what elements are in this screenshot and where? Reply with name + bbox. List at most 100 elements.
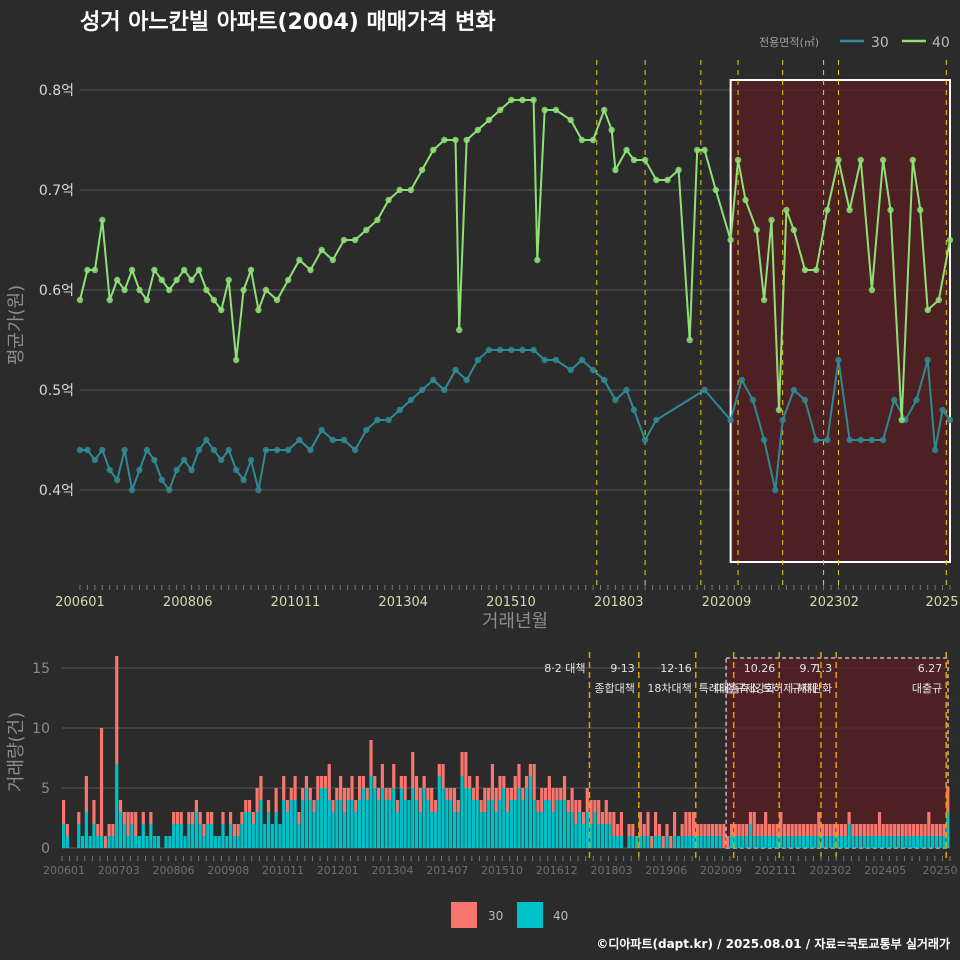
volume-bar-30 bbox=[802, 836, 806, 848]
volume-bar-40 bbox=[555, 788, 559, 800]
volume-bar-40 bbox=[748, 812, 753, 824]
volume-bar-40 bbox=[134, 812, 138, 836]
volume-bar-40 bbox=[206, 812, 210, 824]
volume-bar-30 bbox=[350, 800, 354, 848]
volume-bar-30 bbox=[483, 812, 487, 848]
price-point-40 bbox=[693, 146, 701, 154]
volume-bar-30 bbox=[779, 836, 783, 848]
volume-bar-40 bbox=[627, 824, 631, 836]
volume-x-tick-label: 200908 bbox=[207, 864, 249, 877]
volume-bar-40 bbox=[570, 788, 574, 812]
volume-bar-40 bbox=[904, 824, 908, 836]
price-point-40 bbox=[701, 146, 708, 154]
volume-x-tick-label: 202111 bbox=[755, 864, 797, 877]
price-point-30 bbox=[630, 406, 638, 414]
volume-y-axis-title: 거래량(건) bbox=[6, 712, 27, 792]
volume-bar-40 bbox=[251, 812, 255, 824]
price-y-tick-label: 0.7억 bbox=[39, 183, 74, 199]
volume-bar-40 bbox=[532, 764, 536, 800]
volume-bar-30 bbox=[187, 824, 191, 848]
volume-bar-40 bbox=[843, 824, 847, 836]
volume-bar-40 bbox=[874, 824, 878, 836]
volume-bar-30 bbox=[365, 800, 369, 848]
volume-bar-30 bbox=[479, 812, 483, 848]
volume-bar-30 bbox=[904, 836, 908, 848]
volume-bar-40 bbox=[327, 764, 331, 800]
volume-bar-30 bbox=[452, 812, 457, 848]
volume-bar-40 bbox=[752, 812, 756, 836]
price-point-30 bbox=[701, 386, 708, 394]
price-point-40 bbox=[203, 286, 210, 294]
volume-bar-30 bbox=[767, 836, 772, 848]
price-x-axis-title: 거래년월 bbox=[482, 611, 548, 632]
volume-bar-40 bbox=[566, 800, 570, 812]
volume-bar-30 bbox=[756, 836, 760, 848]
volume-bar-40 bbox=[331, 800, 335, 812]
volume-bar-30 bbox=[285, 812, 290, 848]
bottom-legend-label-40: 40 bbox=[553, 909, 568, 923]
volume-bar-30 bbox=[585, 812, 589, 848]
price-point-40 bbox=[136, 286, 143, 294]
price-point-40 bbox=[91, 266, 99, 274]
volume-bar-30 bbox=[433, 812, 438, 848]
price-point-30 bbox=[180, 456, 188, 464]
volume-bar-40 bbox=[946, 788, 950, 812]
volume-bar-30 bbox=[88, 836, 92, 848]
price-point-40 bbox=[917, 206, 924, 214]
price-point-30 bbox=[407, 396, 415, 404]
price-point-40 bbox=[686, 336, 693, 344]
volume-bar-30 bbox=[297, 824, 301, 848]
volume-bar-40 bbox=[718, 824, 722, 836]
volume-bar-30 bbox=[532, 800, 536, 848]
volume-bar-40 bbox=[767, 824, 772, 836]
price-point-40 bbox=[801, 266, 809, 274]
volume-bar-30 bbox=[764, 836, 768, 848]
volume-bar-30 bbox=[820, 836, 825, 848]
volume-bar-40 bbox=[77, 812, 81, 824]
volume-bar-30 bbox=[729, 836, 734, 848]
volume-bar-30 bbox=[255, 812, 259, 848]
volume-bar-40 bbox=[707, 824, 711, 836]
price-point-40 bbox=[846, 206, 853, 214]
volume-bar-40 bbox=[805, 824, 809, 836]
volume-bar-30 bbox=[225, 836, 229, 848]
volume-bar-30 bbox=[107, 836, 111, 848]
volume-x-tick-label: 201201 bbox=[317, 864, 359, 877]
volume-bar-30 bbox=[118, 812, 123, 848]
price-y-tick-label: 0.4억 bbox=[39, 483, 74, 499]
volume-bar-30 bbox=[893, 836, 897, 848]
price-point-40 bbox=[824, 206, 831, 214]
volume-bar-30 bbox=[783, 836, 787, 848]
volume-bar-40 bbox=[714, 824, 718, 836]
volume-bar-40 bbox=[240, 812, 244, 824]
price-point-30 bbox=[727, 416, 734, 424]
volume-bar-30 bbox=[487, 800, 491, 848]
volume-bar-30 bbox=[555, 800, 559, 848]
volume-bar-40 bbox=[866, 824, 870, 836]
volume-bar-30 bbox=[737, 836, 741, 848]
volume-bar-40 bbox=[323, 776, 328, 788]
volume-bar-30 bbox=[445, 800, 449, 848]
volume-bar-30 bbox=[221, 824, 225, 848]
price-point-30 bbox=[653, 416, 660, 424]
price-point-30 bbox=[195, 446, 203, 454]
price-point-40 bbox=[363, 226, 370, 234]
price-point-40 bbox=[835, 156, 842, 164]
price-point-40 bbox=[879, 156, 887, 164]
volume-bar-30 bbox=[198, 824, 202, 848]
price-point-40 bbox=[329, 256, 337, 264]
volume-bar-30 bbox=[464, 788, 468, 848]
volume-bar-40 bbox=[445, 788, 449, 800]
price-point-40 bbox=[188, 276, 195, 284]
volume-bar-40 bbox=[509, 788, 513, 800]
volume-bar-40 bbox=[335, 788, 339, 800]
volume-bar-40 bbox=[559, 788, 563, 800]
volume-bar-30 bbox=[460, 776, 464, 848]
volume-x-tick-label: 200806 bbox=[153, 864, 195, 877]
volume-bar-40 bbox=[517, 764, 521, 788]
volume-bar-40 bbox=[122, 812, 126, 824]
volume-bar-30 bbox=[517, 788, 521, 848]
volume-bar-30 bbox=[547, 800, 551, 848]
volume-bar-30 bbox=[137, 836, 142, 848]
price-point-40 bbox=[463, 136, 470, 144]
